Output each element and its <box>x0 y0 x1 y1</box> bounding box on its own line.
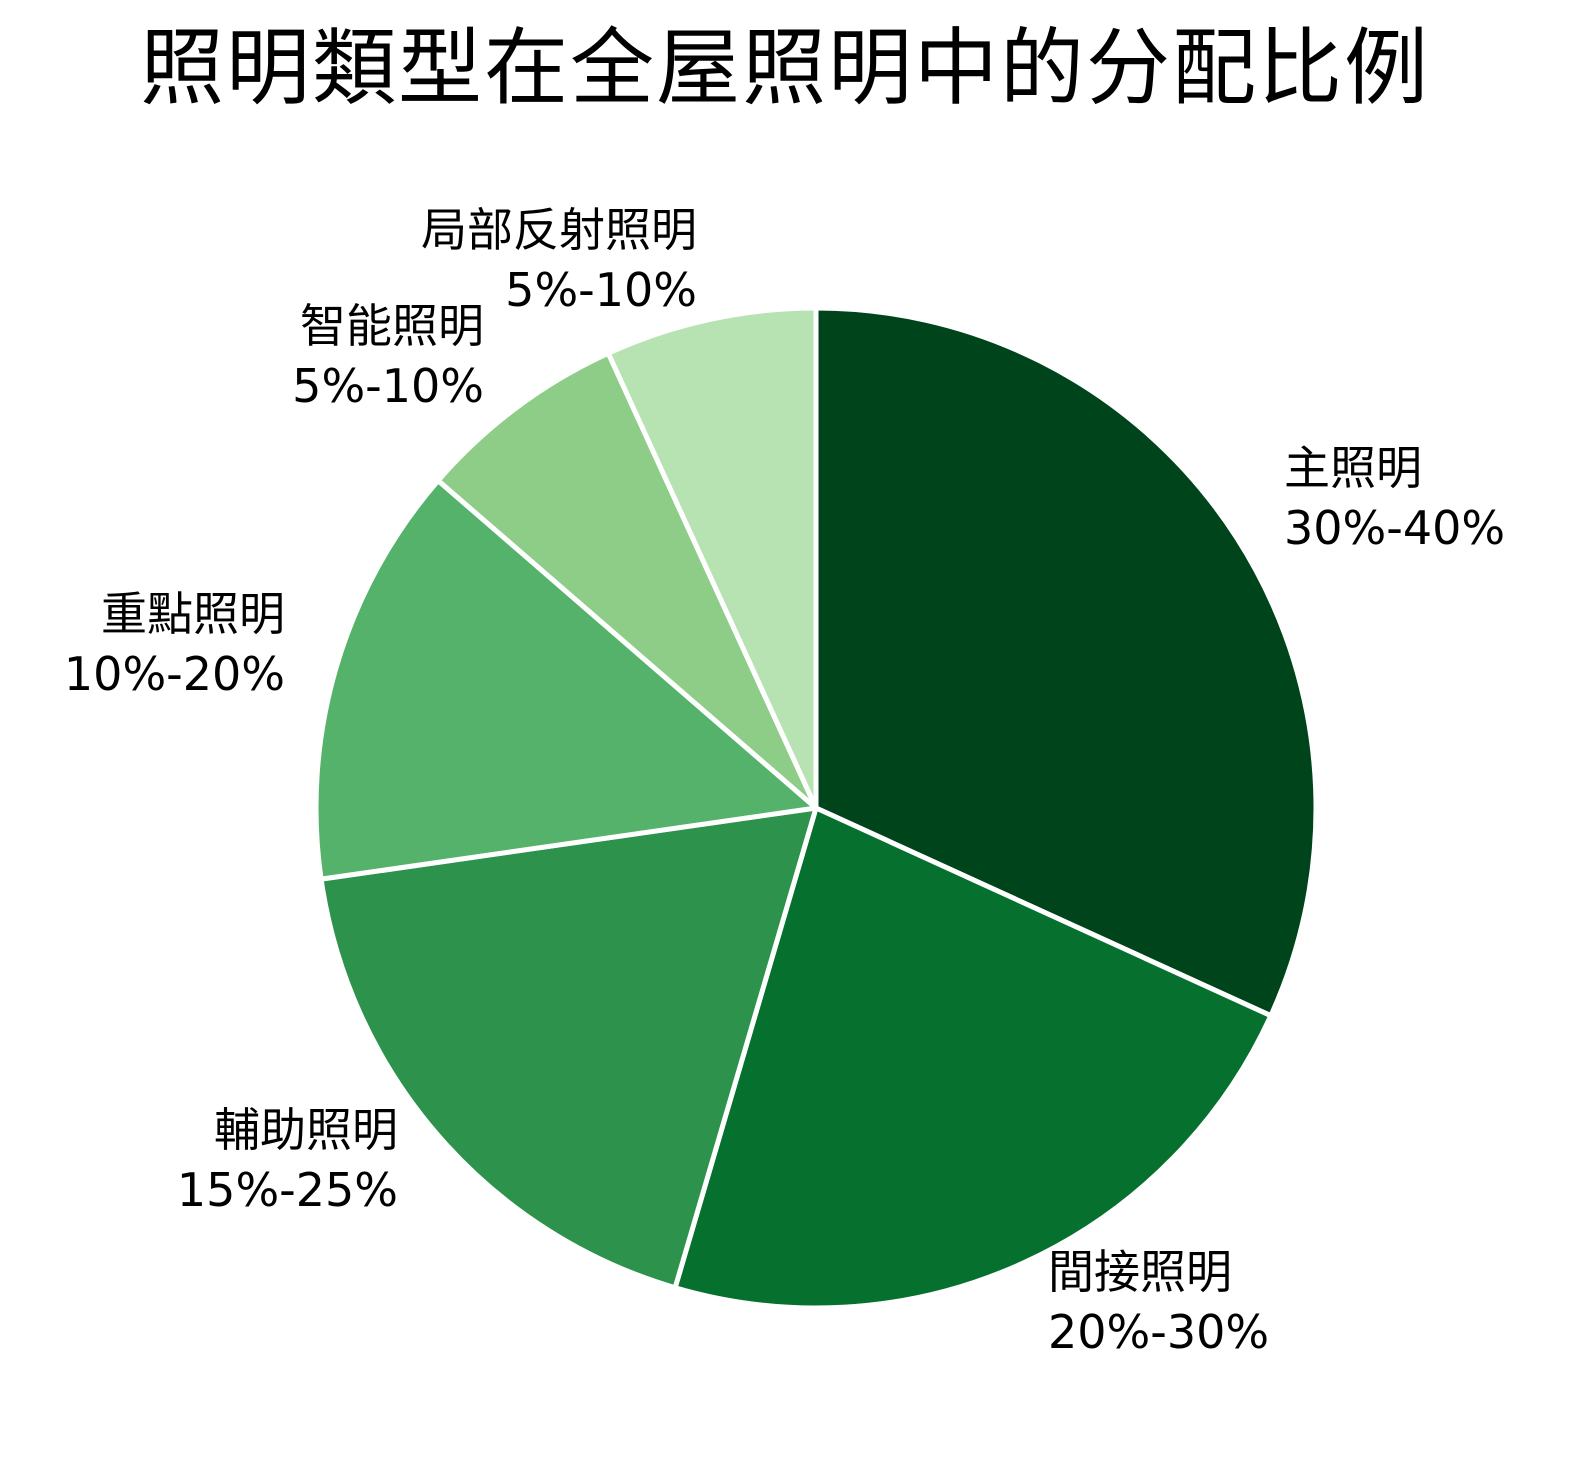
pie-slice-2 <box>318 805 819 1291</box>
label-range: 20%-30% <box>1048 1305 1270 1359</box>
label-auxiliary-lighting: 輔助照明 15%-25% <box>177 1100 398 1220</box>
pie-slices <box>313 305 1319 1311</box>
label-accent-lighting: 重點照明 10%-20% <box>64 584 285 704</box>
label-range: 30%-40% <box>1284 501 1506 555</box>
pie-slice-5 <box>605 305 819 811</box>
label-range: 5%-10% <box>292 359 484 413</box>
label-name: 重點照明 <box>101 587 285 641</box>
pie-slice-3 <box>313 478 819 882</box>
label-range: 15%-25% <box>176 1163 398 1217</box>
label-name: 局部反射照明 <box>421 203 697 257</box>
chart-title: 照明類型在全屋照明中的分配比例 <box>139 19 1430 117</box>
label-smart-lighting: 智能照明 5%-10% <box>292 296 484 416</box>
pie-slice-4 <box>435 350 819 811</box>
label-local-reflection-lighting: 局部反射照明 5%-10% <box>421 200 697 320</box>
label-main-lighting: 主照明 30%-40% <box>1284 438 1505 558</box>
pie-slice-1 <box>672 805 1274 1311</box>
label-name: 輔助照明 <box>214 1103 398 1157</box>
pie-slice-0 <box>813 305 1319 1019</box>
label-range: 10%-20% <box>63 647 285 701</box>
label-name: 間接照明 <box>1048 1245 1232 1299</box>
label-range: 5%-10% <box>505 263 697 317</box>
label-indirect-lighting: 間接照明 20%-30% <box>1048 1242 1269 1362</box>
label-name: 智能照明 <box>300 299 484 353</box>
label-name: 主照明 <box>1284 441 1422 495</box>
